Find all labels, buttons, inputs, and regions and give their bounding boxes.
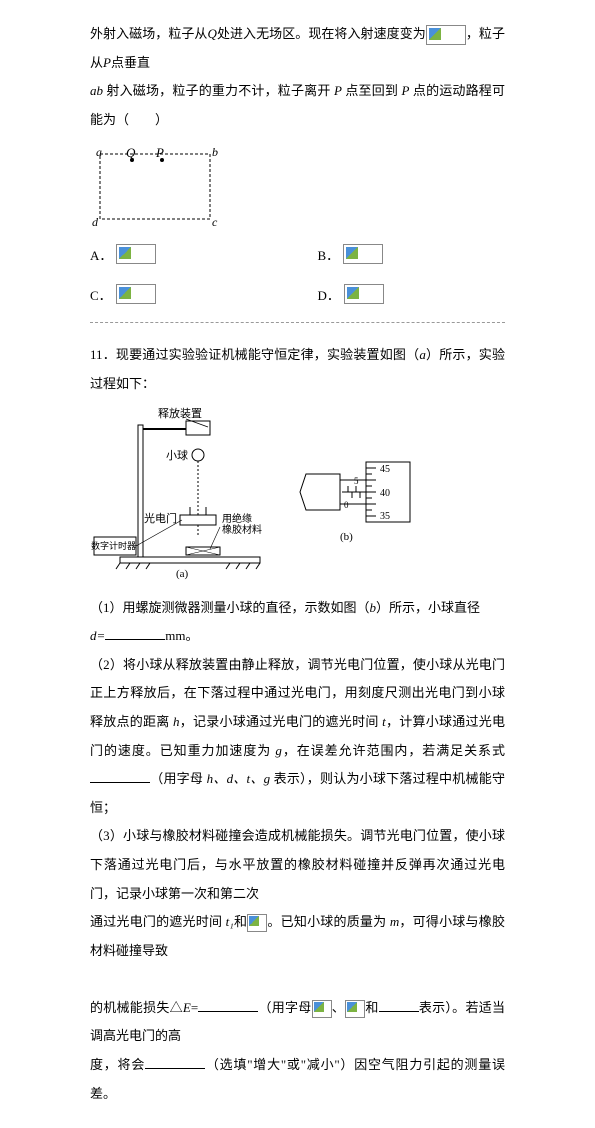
q11-p3-and: 和: [234, 914, 247, 929]
q10-Q: Q: [208, 26, 217, 41]
option-b-image-icon: [343, 244, 383, 264]
q11-p3-loss: 的机械能损失△: [90, 1000, 183, 1015]
q11-p1-post: ）所示，小球直径: [376, 600, 480, 615]
option-a-image-icon: [116, 244, 156, 264]
q11-p3-and2: 和: [365, 1000, 379, 1015]
option-c-image-icon: [116, 284, 156, 304]
q11-part2: （2）将小球从释放装置由静止释放，调节光电门位置，使小球从光电门正上方释放后，在…: [90, 651, 505, 823]
q10-P: P: [103, 55, 111, 70]
q11-diagram: 释放装置 小球 光电门 用绝缘 橡胶材料 数字计时器 (a): [90, 407, 440, 582]
svg-text:用绝缘: 用绝缘: [222, 512, 252, 525]
q10-line1-pre: 外射入磁场，粒子从: [90, 26, 208, 41]
q11-part3: （3）小球与橡胶材料碰撞会造成机械能损失。调节光电门位置，使小球下落通过光电门后…: [90, 822, 505, 1108]
svg-text:释放装置: 释放装置: [158, 407, 202, 420]
q11-p1-unit: mm。: [165, 628, 198, 643]
svg-text:Q: Q: [126, 145, 136, 160]
page-container: 外射入磁场，粒子从Q处进入无场区。现在将入射速度变为，粒子从P点垂直 ab 射入…: [0, 0, 595, 1128]
option-a: A．: [90, 244, 278, 264]
blank-choice: [145, 1055, 205, 1069]
q11-stem: 11．现要通过实验验证机械能守恒定律，实验装置如图（a）所示，实验过程如下：: [90, 341, 505, 398]
q10-diagram: a b c d Q P: [90, 144, 230, 234]
formula-var1-icon: [312, 1000, 332, 1018]
q11-p2-mid3: ，在误差允许范围内，若满足关系式: [282, 743, 505, 758]
q11-p1-d: d=: [90, 628, 105, 643]
svg-text:d: d: [92, 215, 99, 229]
q10-line1-mid: 处进入无场区。现在将入射速度变为: [217, 26, 426, 41]
formula-var2-icon: [345, 1000, 365, 1018]
q11-p3-hint: （用字母: [258, 1000, 311, 1015]
option-d: D．: [318, 284, 506, 304]
svg-text:P: P: [155, 145, 164, 160]
svg-text:5: 5: [354, 476, 359, 486]
q11-p2-vars: h、d、t、g: [207, 771, 270, 786]
q11-p3-eq: =: [191, 1000, 198, 1015]
svg-text:数字计时器: 数字计时器: [91, 540, 136, 551]
svg-text:c: c: [212, 215, 218, 229]
option-c: C．: [90, 284, 278, 304]
q11-p3-t1: t₁: [226, 914, 234, 929]
q11-p3-mid1: 通过光电门的遮光时间: [90, 914, 226, 929]
option-b-label: B．: [318, 245, 340, 264]
svg-text:(a): (a): [176, 568, 189, 580]
q11-p2-hint: （用字母: [150, 771, 207, 786]
q11-p1-pre: （1）用螺旋测微器测量小球的直径，示数如图（: [90, 600, 370, 615]
option-a-label: A．: [90, 245, 112, 264]
q11-p3-seg: 、: [332, 1000, 346, 1015]
svg-text:0: 0: [344, 500, 349, 510]
blank-diameter: [105, 626, 165, 640]
q11-p3-mid2: 。已知小球的质量为: [267, 914, 390, 929]
q10-line2-mid2: 点至回到: [342, 83, 402, 98]
q11-part1: （1）用螺旋测微器测量小球的直径，示数如图（b）所示，小球直径 d=mm。: [90, 594, 505, 651]
svg-text:(b): (b): [340, 531, 353, 543]
blank-var3: [379, 998, 419, 1012]
q11-diagram-svg: 释放装置 小球 光电门 用绝缘 橡胶材料 数字计时器 (a): [90, 407, 440, 582]
q11-p2-mid1: ，记录小球通过光电门的遮光时间: [180, 714, 383, 729]
q11-stem-text: 11．现要通过实验验证机械能守恒定律，实验装置如图（: [90, 347, 419, 362]
blank-relation: [90, 769, 150, 783]
svg-text:橡胶材料: 橡胶材料: [222, 523, 262, 536]
q10-line1-end: 点垂直: [111, 55, 150, 70]
q10-options: A． B． C． D．: [90, 244, 505, 304]
option-d-image-icon: [344, 284, 384, 304]
svg-text:40: 40: [380, 488, 390, 499]
formula-image-icon: [426, 25, 466, 45]
svg-text:光电门: 光电门: [144, 511, 177, 525]
q10-ab: ab: [90, 83, 103, 98]
q10-P1: P: [334, 83, 342, 98]
q10-text: 外射入磁场，粒子从Q处进入无场区。现在将入射速度变为，粒子从P点垂直 ab 射入…: [90, 20, 505, 134]
formula-t2-icon: [247, 914, 267, 932]
blank-energy: [198, 998, 258, 1012]
q10-line2-mid: 射入磁场，粒子的重力不计，粒子离开: [103, 83, 334, 98]
option-c-label: C．: [90, 285, 112, 304]
q10-diagram-svg: a b c d Q P: [90, 144, 230, 234]
option-d-label: D．: [318, 285, 340, 304]
svg-text:小球: 小球: [166, 448, 188, 462]
svg-text:b: b: [212, 145, 218, 159]
q11-p3-m: m: [390, 914, 399, 929]
svg-text:35: 35: [380, 511, 390, 522]
option-b: B．: [318, 244, 506, 264]
svg-text:a: a: [96, 145, 102, 159]
q11-p3-pre: （3）小球与橡胶材料碰撞会造成机械能损失。调节光电门位置，使小球下落通过光电门后…: [90, 828, 505, 900]
q11-p3-E: E: [183, 1000, 191, 1015]
q11-p3-end1: 度，将会: [90, 1057, 145, 1072]
svg-text:45: 45: [380, 464, 390, 475]
section-divider: [90, 322, 505, 323]
